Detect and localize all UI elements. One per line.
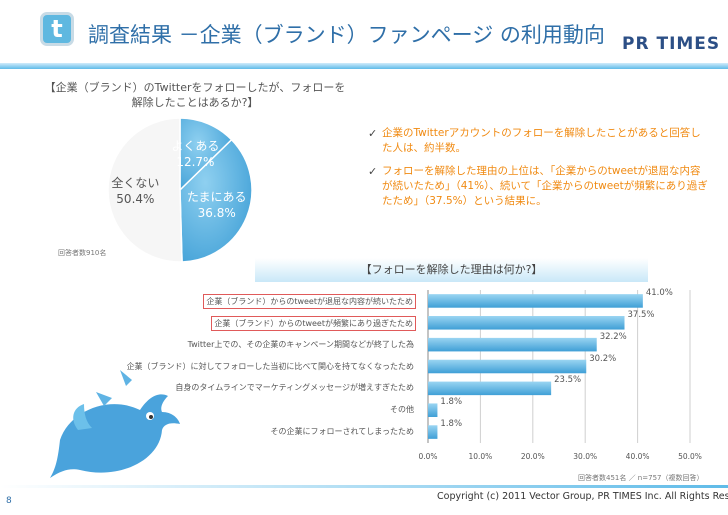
pie-respondents: 回答者数910名 [58,249,107,257]
checkmark-icon: ✓ [368,127,378,140]
pie-slice-label: 全くない 50.4% [105,175,165,207]
pie-slice [179,138,253,263]
twitter-t-icon: t [51,15,63,43]
checkmark-icon: ✓ [368,165,378,178]
pie-slice-value: 50.4% [116,191,155,206]
bar-tick-label: 0.0% [418,452,438,461]
title-underline [0,63,728,69]
bar [428,403,438,417]
bar-value-label: 30.2% [589,353,617,364]
footer-bar [0,485,728,488]
bird-icon [50,370,180,478]
bar-tick-label: 40.0% [625,452,650,461]
bar-category-label: 企業（ブランド）からのtweetが頻繁にあり過ぎたため [211,315,416,331]
bar-note: 回答者数451名 ／ n=757（複数回答） [578,474,704,482]
pie-slice-name: よくある [171,138,220,153]
bar-tick-label: 10.0% [468,452,493,461]
summary-bullet: ✓ フォローを解除した理由の上位は、「企業からのtweetが退屈な内容が続いたた… [368,164,708,209]
summary-bullets: ✓ 企業のTwitterアカウントのフォローを解除したことがあると回答した人は、… [368,126,708,217]
bar-category-label: 企業（ブランド）からのtweetが退屈な内容が続いたため [203,293,416,309]
header: t 調査結果 －企業（ブランド）ファンページ の利用動向 PR TIMES [0,0,728,72]
bar-category-label: Twitter上での、その企業のキャンペーン期間などが終了した為 [187,339,414,349]
page-number: 8 [6,496,12,506]
pie-slice-name: 全くない [111,175,160,190]
brand-logo: PR TIMES [622,34,721,54]
bar-value-label: 1.8% [440,397,463,408]
pie-slice [107,117,183,263]
pie-slice [179,117,233,192]
pie-slice-name: たまにある [186,189,247,204]
summary-bullet-text: フォローを解除した理由の上位は、「企業からのtweetが退屈な内容が続いたため」… [382,165,708,207]
page-title: 調査結果 －企業（ブランド）ファンページ の利用動向 [88,23,605,47]
bar [428,337,597,352]
bar-question: 【フォローを解除した理由は何か?】 [255,258,648,282]
bar-value-label: 32.2% [599,331,627,342]
summary-bullet-text: 企業のTwitterアカウントのフォローを解除したことがあると回答した人は、約半… [382,127,701,154]
bar [428,425,438,439]
bar-category-label: その他 [390,405,414,415]
pie-question: 【企業（ブランド）のTwitterをフォローしたが、フォローを解除したことはある… [44,81,346,109]
bar-category-label: その企業にフォローされてしまったため [270,427,414,437]
bar [428,294,643,308]
bar-value-label: 37.5% [627,309,655,320]
bar [428,381,552,396]
bar-category-label: 自身のタイムラインでマーケティングメッセージが増えすぎたため [175,383,414,393]
bar-value-label: 23.5% [554,375,582,386]
pie-slice-label: よくある 12.7% [165,138,225,170]
copyright: Copyright (c) 2011 Vector Group, PR TIME… [437,491,728,502]
twitter-logo: t [40,12,74,46]
pie-slice-value: 36.8% [197,205,236,220]
bar-tick-label: 20.0% [520,452,545,461]
bar-value-label: 41.0% [645,288,673,298]
bar [428,359,587,374]
summary-bullet: ✓ 企業のTwitterアカウントのフォローを解除したことがあると回答した人は、… [368,126,708,156]
bar-category-label: 企業（ブランド）に対してフォローした当初に比べて関心を持てなくなったため [126,361,414,371]
bar-tick-label: 50.0% [678,452,702,461]
pie-slice-label: たまにある 36.8% [187,189,247,221]
pie-slice-value: 12.7% [176,154,215,169]
bar-tick-label: 30.0% [573,452,598,461]
bar-value-label: 1.8% [440,419,463,430]
bar [428,316,625,330]
